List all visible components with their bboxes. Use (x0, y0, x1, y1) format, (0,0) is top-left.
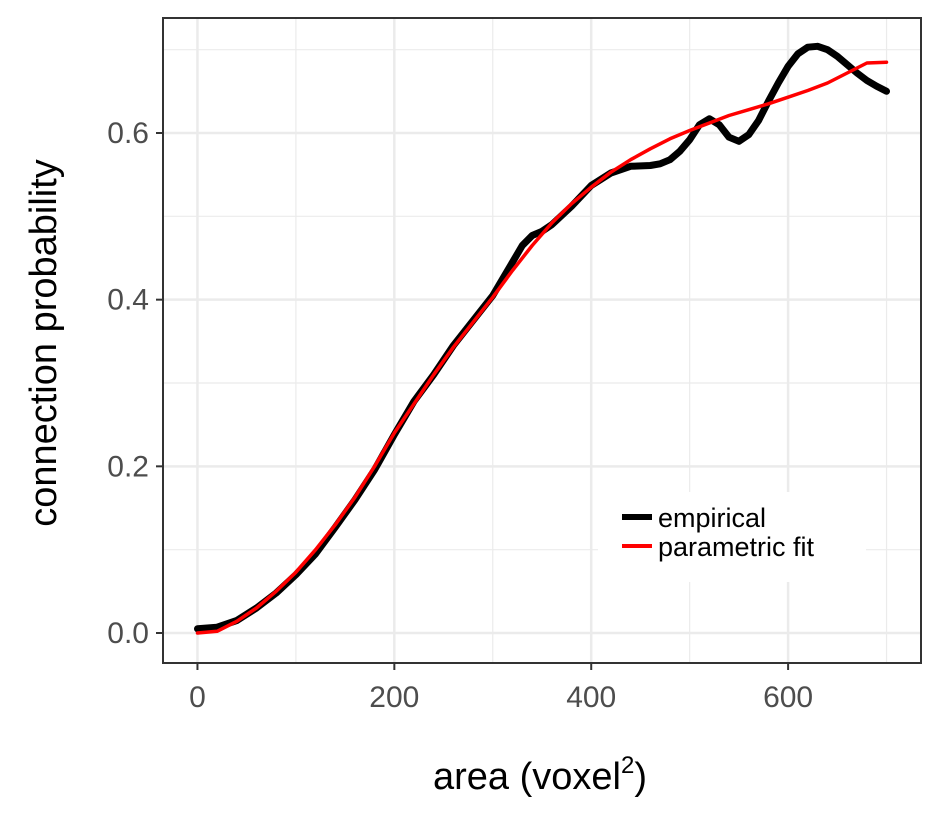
x-axis-title-main: area (voxel (433, 756, 621, 798)
y-tick-label: 0.4 (107, 284, 149, 317)
grid-major (163, 18, 921, 663)
legend: empirical parametric fit (622, 503, 815, 562)
y-axis-title: connection probability (23, 159, 65, 527)
grid-minor (163, 18, 921, 663)
legend-box (598, 492, 866, 582)
y-tick-label: 0.6 (107, 117, 149, 150)
x-tick-label: 0 (189, 681, 206, 714)
legend-label-empirical: empirical (658, 503, 766, 533)
x-tick-label: 400 (566, 681, 616, 714)
x-axis-title: area (voxel2) (433, 752, 647, 798)
series-line-parametric-fit (195, 60, 889, 635)
x-tick-label: 200 (369, 681, 419, 714)
x-axis-title-superscript: 2 (621, 752, 634, 779)
series-layer (194, 42, 890, 635)
y-tick-label: 0.2 (107, 450, 149, 483)
y-tick-label: 0.0 (107, 617, 149, 650)
x-axis: 0 200 400 600 (189, 663, 813, 714)
x-tick-label: 600 (763, 681, 813, 714)
legend-label-parametric-fit: parametric fit (658, 532, 815, 562)
x-axis-title-suffix: ) (634, 756, 647, 798)
plot-border (162, 17, 922, 664)
y-axis: 0.0 0.2 0.4 0.6 (107, 117, 163, 650)
